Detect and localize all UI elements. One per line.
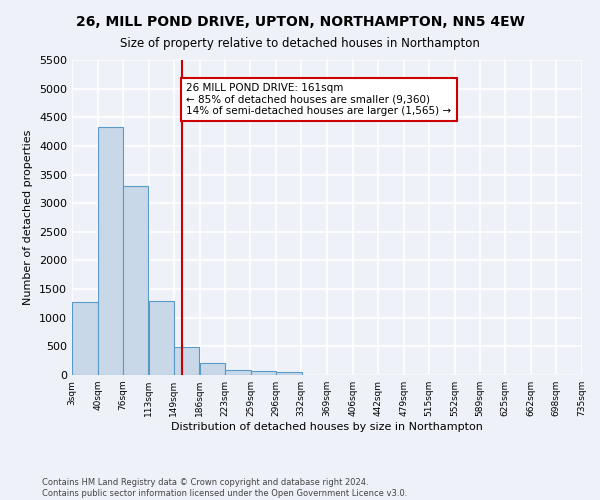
Bar <box>251 372 276 375</box>
Bar <box>200 362 225 375</box>
Text: Contains HM Land Registry data © Crown copyright and database right 2024.
Contai: Contains HM Land Registry data © Crown c… <box>42 478 407 498</box>
X-axis label: Distribution of detached houses by size in Northampton: Distribution of detached houses by size … <box>171 422 483 432</box>
Bar <box>98 127 124 375</box>
Y-axis label: Number of detached properties: Number of detached properties <box>23 130 34 305</box>
Bar <box>226 370 251 375</box>
Text: 26 MILL POND DRIVE: 161sqm
← 85% of detached houses are smaller (9,360)
14% of s: 26 MILL POND DRIVE: 161sqm ← 85% of deta… <box>186 83 451 116</box>
Bar <box>72 302 98 375</box>
Text: Size of property relative to detached houses in Northampton: Size of property relative to detached ho… <box>120 38 480 51</box>
Bar <box>149 301 174 375</box>
Bar <box>123 186 148 375</box>
Bar <box>277 372 302 375</box>
Bar <box>174 347 199 375</box>
Text: 26, MILL POND DRIVE, UPTON, NORTHAMPTON, NN5 4EW: 26, MILL POND DRIVE, UPTON, NORTHAMPTON,… <box>76 15 524 29</box>
